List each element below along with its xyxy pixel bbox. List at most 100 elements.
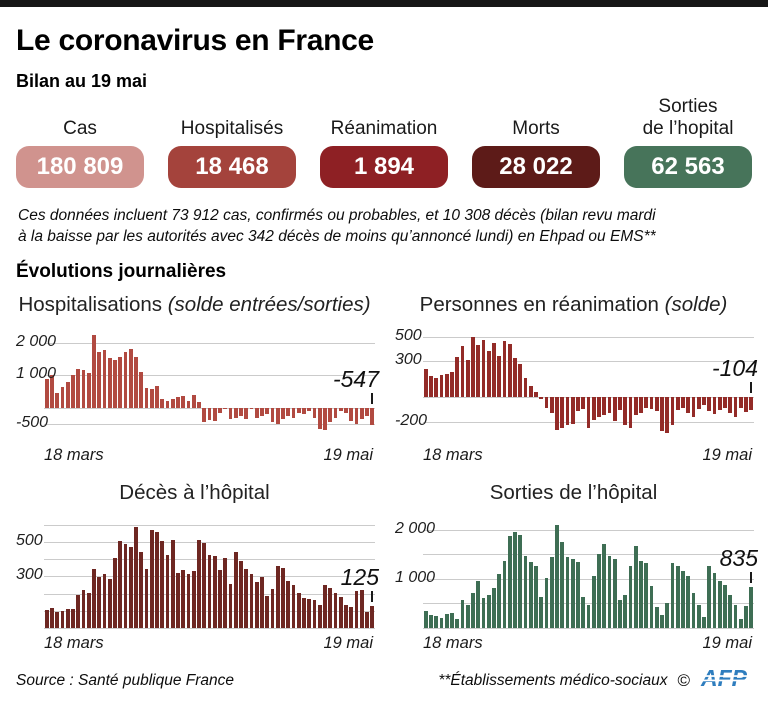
bar xyxy=(518,534,523,628)
bar xyxy=(233,551,238,628)
chart-title-text: Hospitalisations xyxy=(18,292,163,316)
bar xyxy=(65,609,70,628)
stat-value: 62 563 xyxy=(651,153,725,181)
x-axis-labels: 18 mars 19 mai xyxy=(44,634,373,653)
bar xyxy=(338,597,343,628)
bar xyxy=(71,608,75,628)
bar xyxy=(307,407,312,412)
bar xyxy=(597,554,601,628)
bar xyxy=(155,386,159,408)
bar xyxy=(302,407,306,415)
footer-right: **Établissements médico-sociaux © AFP xyxy=(438,665,754,695)
bar xyxy=(717,397,722,410)
y-axis-tick-label: -200 xyxy=(395,411,428,429)
annotation-tick xyxy=(371,392,374,404)
bar xyxy=(118,357,123,408)
bar xyxy=(170,539,175,628)
bar xyxy=(602,543,607,628)
bar xyxy=(665,397,670,433)
bar xyxy=(197,402,201,408)
bar xyxy=(244,407,249,420)
bar xyxy=(702,397,706,405)
bar xyxy=(728,397,733,414)
bar xyxy=(123,543,128,628)
bar xyxy=(65,381,70,408)
bar xyxy=(218,407,222,413)
bar xyxy=(349,407,354,421)
bar xyxy=(228,584,233,628)
bar xyxy=(539,397,544,400)
bar xyxy=(644,563,649,628)
gridline xyxy=(423,554,754,556)
bar xyxy=(660,615,664,628)
bar xyxy=(691,592,696,628)
plot-row: 125 500 300 xyxy=(14,515,379,629)
bar xyxy=(502,340,507,398)
bar xyxy=(92,335,96,408)
bar xyxy=(528,385,533,398)
x-end-label: 19 mai xyxy=(323,445,373,464)
x-axis-labels: 18 mars 19 mai xyxy=(44,446,373,465)
stat-cas: Cas 180 809 xyxy=(16,118,144,189)
bar xyxy=(359,590,364,628)
bar xyxy=(81,590,86,628)
bar xyxy=(128,546,133,628)
bar xyxy=(570,559,575,628)
bar xyxy=(296,407,301,413)
bar xyxy=(581,397,586,409)
bar xyxy=(233,407,238,418)
bar xyxy=(586,605,591,628)
stat-label-line1: Sorties xyxy=(658,96,718,117)
bar xyxy=(502,561,507,628)
bar xyxy=(649,585,654,628)
bar xyxy=(639,397,643,413)
bar xyxy=(555,397,559,431)
bar xyxy=(275,566,280,628)
bar xyxy=(97,577,102,628)
stat-sorties-hopital: Sorties de l’hopital 62 563 xyxy=(624,96,752,189)
bar xyxy=(338,407,343,412)
plot-area: -547 xyxy=(44,327,379,440)
x-axis-labels: 18 mars 19 mai xyxy=(423,446,752,465)
bar xyxy=(123,352,128,408)
x-end-label: 19 mai xyxy=(702,445,752,464)
bar xyxy=(591,575,596,628)
bar xyxy=(686,397,691,413)
chart-title-text: Personnes en réanimation xyxy=(419,292,659,316)
bar xyxy=(139,551,144,628)
plot-row: -104 500 300 -200 xyxy=(393,327,758,440)
bar xyxy=(749,397,754,410)
bar xyxy=(317,407,322,429)
bar xyxy=(134,357,138,408)
footer: Source : Santé publique France **Établis… xyxy=(0,653,768,695)
bar xyxy=(513,358,517,398)
bar xyxy=(534,565,538,628)
bar xyxy=(628,565,633,628)
bar xyxy=(497,356,502,398)
bar xyxy=(712,397,717,414)
bar xyxy=(139,372,144,408)
bar xyxy=(607,397,612,413)
stat-value: 1 894 xyxy=(353,153,415,181)
annotation-tick xyxy=(750,571,753,583)
x-start-label: 18 mars xyxy=(423,633,483,652)
chart-subtitle-text: (solde) xyxy=(664,292,728,316)
bar xyxy=(492,343,496,398)
bar xyxy=(281,407,285,420)
gridline xyxy=(423,603,754,605)
stat-value: 180 809 xyxy=(36,153,124,181)
bar xyxy=(181,570,186,628)
bar xyxy=(623,595,628,628)
bar xyxy=(359,407,364,420)
stats-row: Cas 180 809 Hospitalisés 18 468 Réanimat… xyxy=(0,92,768,189)
bar xyxy=(733,604,738,628)
y-axis-tick-label: -500 xyxy=(16,413,49,431)
bar xyxy=(476,345,481,398)
chart-title-text: Sorties de l’hôpital xyxy=(489,480,658,504)
bar xyxy=(702,616,706,628)
charts-grid: Hospitalisations (solde entrées/sorties)… xyxy=(0,283,768,653)
bar xyxy=(202,407,207,422)
bar xyxy=(134,526,138,628)
bar xyxy=(455,357,460,398)
bar xyxy=(481,340,486,398)
